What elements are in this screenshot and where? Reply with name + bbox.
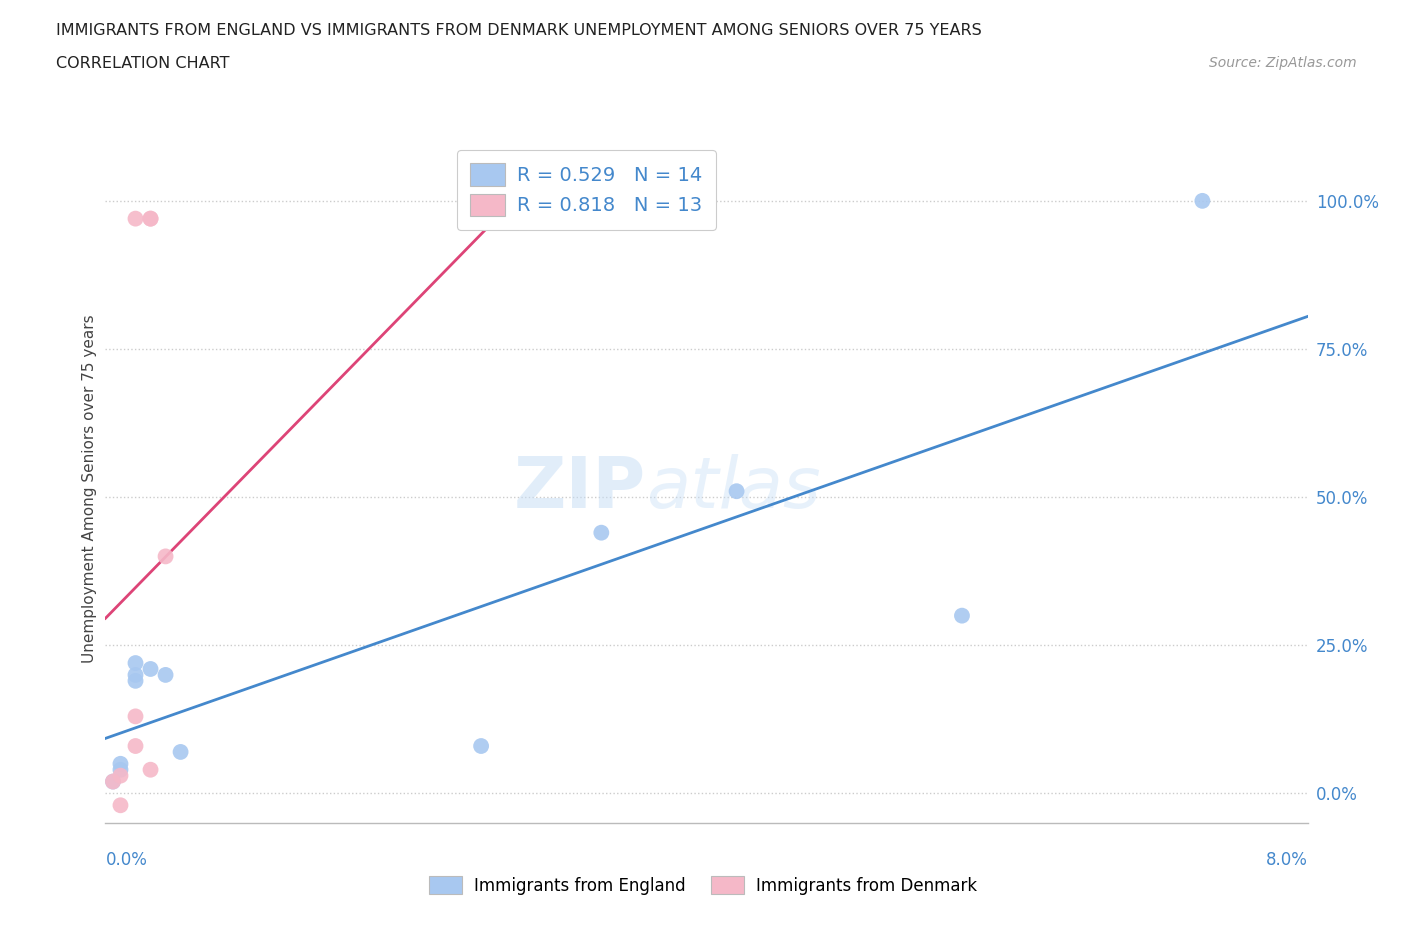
Text: atlas: atlas	[647, 454, 821, 523]
Text: 8.0%: 8.0%	[1265, 851, 1308, 869]
Point	[155, 668, 177, 683]
Text: ZIP: ZIP	[515, 454, 647, 523]
Point	[501, 211, 523, 226]
Point	[139, 211, 162, 226]
Point	[124, 738, 146, 753]
Point	[110, 768, 132, 783]
Point	[950, 608, 973, 623]
Y-axis label: Unemployment Among Seniors over 75 years: Unemployment Among Seniors over 75 years	[82, 314, 97, 662]
Point	[169, 745, 191, 760]
Point	[110, 798, 132, 813]
Text: Source: ZipAtlas.com: Source: ZipAtlas.com	[1209, 56, 1357, 70]
Point	[591, 525, 613, 540]
Point	[470, 738, 492, 753]
Text: 0.0%: 0.0%	[105, 851, 148, 869]
Point	[725, 484, 748, 498]
Point	[124, 668, 146, 683]
Point	[110, 763, 132, 777]
Point	[155, 549, 177, 564]
Point	[124, 709, 146, 724]
Point	[501, 211, 523, 226]
Text: IMMIGRANTS FROM ENGLAND VS IMMIGRANTS FROM DENMARK UNEMPLOYMENT AMONG SENIORS OV: IMMIGRANTS FROM ENGLAND VS IMMIGRANTS FR…	[56, 23, 981, 38]
Point	[101, 774, 124, 789]
Point	[139, 211, 162, 226]
Point	[124, 211, 146, 226]
Point	[139, 661, 162, 676]
Point	[124, 656, 146, 671]
Legend: R = 0.529   N = 14, R = 0.818   N = 13: R = 0.529 N = 14, R = 0.818 N = 13	[457, 150, 716, 230]
Point	[139, 763, 162, 777]
Point	[124, 673, 146, 688]
Legend: Immigrants from England, Immigrants from Denmark: Immigrants from England, Immigrants from…	[422, 870, 984, 901]
Point	[101, 774, 124, 789]
Point	[1191, 193, 1213, 208]
Text: CORRELATION CHART: CORRELATION CHART	[56, 56, 229, 71]
Point	[110, 756, 132, 771]
Point	[501, 211, 523, 226]
